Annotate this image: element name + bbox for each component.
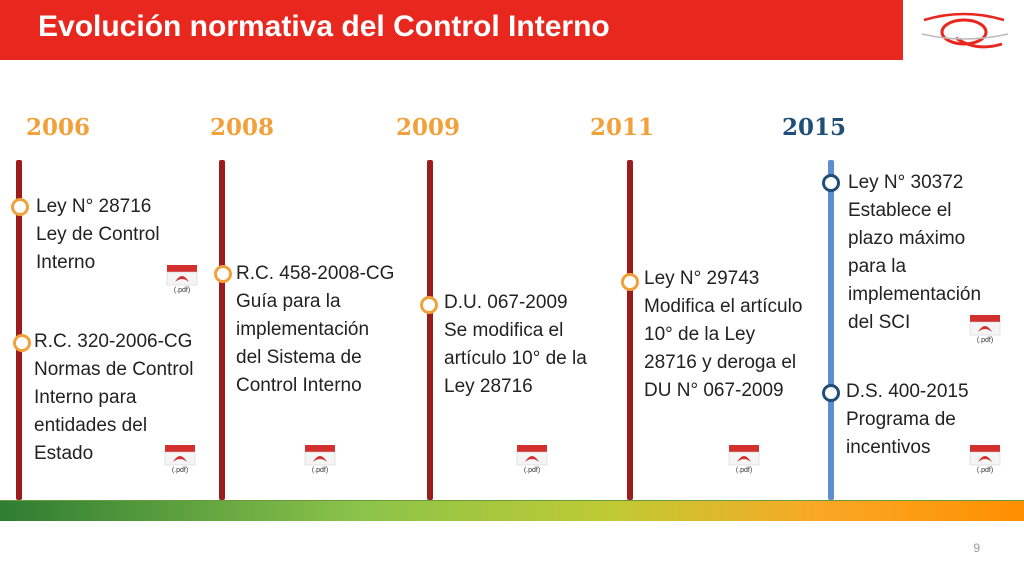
norm-item-du-067-2009: D.U. 067-2009 Se modifica el artículo 10° … xyxy=(444,292,587,397)
timeline-dot-icon xyxy=(420,296,438,314)
year-2009: 2009 xyxy=(396,114,461,141)
norm-item-ds-400-2015: D.S. 400-2015 Programa de incentivos xyxy=(846,381,969,458)
timeline-line-2011 xyxy=(627,160,633,500)
year-2015: 2015 xyxy=(782,114,847,141)
year-2008: 2008 xyxy=(210,114,275,141)
timeline-line-2015 xyxy=(828,160,834,500)
timeline-dot-icon xyxy=(13,334,31,352)
norm-item-ley-29743: Ley N° 29743 Modifica el artículo 10° de l… xyxy=(644,268,803,401)
svg-text:(.pdf): (.pdf) xyxy=(312,467,328,474)
title-bar xyxy=(0,0,903,60)
year-2006: 2006 xyxy=(26,114,91,141)
norm-item-rc-458-2008: R.C. 458-2008-CG Guía para la implementaci… xyxy=(236,263,395,396)
norm-item-rc-320-2006: R.C. 320-2006-CG Normas de Control Interno… xyxy=(34,331,194,464)
timeline-dot-icon xyxy=(822,174,840,192)
pdf-icon[interactable]: (.pdf) xyxy=(968,444,1002,474)
pdf-icon[interactable]: (.pdf) xyxy=(968,314,1002,344)
pdf-icon[interactable]: (.pdf) xyxy=(303,444,337,474)
logo-icon xyxy=(921,12,1009,49)
svg-text:(.pdf): (.pdf) xyxy=(977,467,993,474)
page-number: 9 xyxy=(973,541,980,555)
svg-text:(.pdf): (.pdf) xyxy=(736,467,752,474)
timeline-dot-icon xyxy=(11,198,29,216)
svg-text:(.pdf): (.pdf) xyxy=(174,287,190,294)
pdf-icon[interactable]: (.pdf) xyxy=(163,444,197,474)
norm-item-ley-28716: Ley N° 28716 Ley de Control Interno xyxy=(36,196,160,273)
timeline-dot-icon xyxy=(621,273,639,291)
svg-text:(.pdf): (.pdf) xyxy=(524,467,540,474)
page-title: Evolución normativa del Control Interno xyxy=(38,10,610,43)
timeline-base-bar xyxy=(0,500,1024,521)
svg-text:(.pdf): (.pdf) xyxy=(172,467,188,474)
timeline-dot-icon xyxy=(822,384,840,402)
timeline-line-2006 xyxy=(16,160,22,500)
pdf-icon[interactable]: (.pdf) xyxy=(515,444,549,474)
pdf-icon[interactable]: (.pdf) xyxy=(165,264,199,294)
svg-text:(.pdf): (.pdf) xyxy=(977,337,993,344)
norm-item-ley-30372: Ley N° 30372 Establece el plazo máximo para… xyxy=(848,172,982,333)
timeline-line-2009 xyxy=(427,160,433,500)
timeline-dot-icon xyxy=(214,265,232,283)
pdf-icon[interactable]: (.pdf) xyxy=(727,444,761,474)
timeline-line-2008 xyxy=(219,160,225,500)
year-2011: 2011 xyxy=(590,114,655,141)
